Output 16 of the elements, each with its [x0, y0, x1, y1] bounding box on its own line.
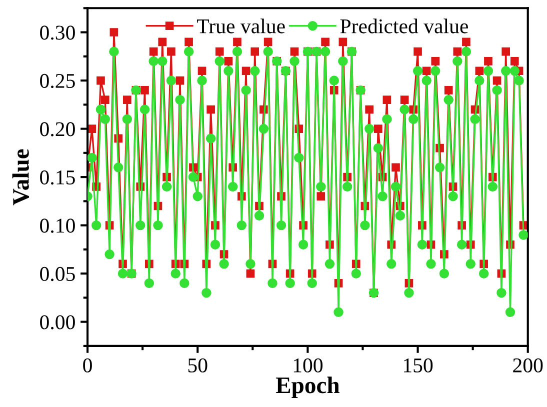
y-tick-label: 0.10 — [40, 218, 75, 233]
x-tick-label: 100 — [294, 358, 323, 372]
y-tick-label: 0.00 — [40, 315, 75, 330]
y-axis-title: Value — [12, 149, 30, 206]
y-tick-label: 0.15 — [40, 170, 75, 185]
x-tick-label: 150 — [404, 358, 433, 372]
y-tick-label: 0.20 — [40, 122, 75, 136]
x-tick-label: 50 — [188, 358, 208, 372]
x-tick-label: 200 — [513, 358, 543, 372]
legend-label: Predicted value — [340, 18, 468, 34]
x-tick-label: 0 — [83, 358, 92, 372]
y-tick-label: 0.25 — [40, 74, 75, 88]
legend-label: True value — [197, 18, 285, 34]
y-tick-label: 0.30 — [40, 26, 75, 40]
x-axis-title: Epoch — [276, 376, 340, 398]
y-tick-label: 0.05 — [40, 266, 75, 282]
